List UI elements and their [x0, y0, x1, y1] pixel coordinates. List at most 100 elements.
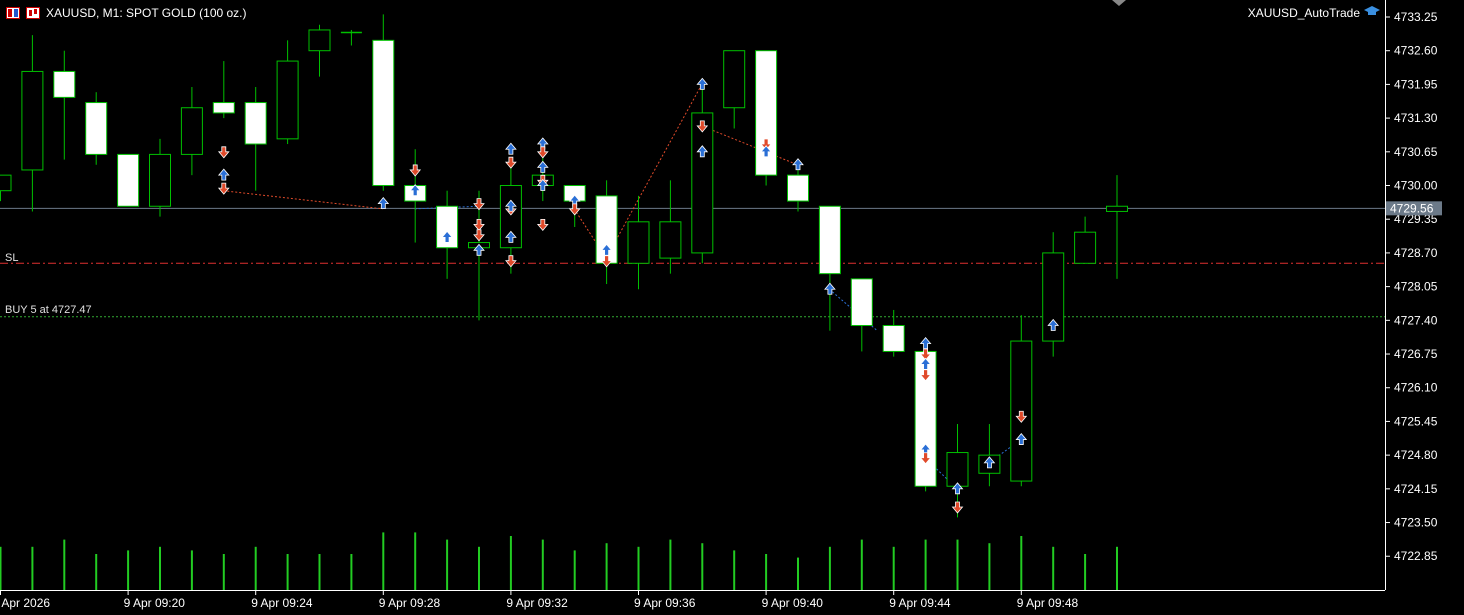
- price-tick-label: 4728.05: [1394, 280, 1438, 294]
- candle-body: [818, 205, 841, 275]
- buy-arrow-icon: [473, 243, 485, 256]
- time-tick-label: 9 Apr 2026: [0, 596, 50, 610]
- price-tick-label: 4724.80: [1394, 448, 1438, 462]
- sell-arrow-icon: [760, 138, 772, 151]
- time-axis[interactable]: 9 Apr 2026 9 Apr 09:20 9 Apr 09:24 9 Apr 09…: [0, 0, 1385, 610]
- time-tick-label: 9 Apr 09:36: [634, 596, 696, 610]
- candle-body: [117, 153, 140, 207]
- price-tick-label: 4733.25: [1394, 10, 1438, 24]
- price-tick-label: 4728.70: [1394, 246, 1438, 260]
- sell-arrow-icon: [217, 146, 230, 159]
- candle-body: [659, 221, 682, 259]
- buy-arrow-icon: [919, 337, 932, 350]
- price-axis[interactable]: 4733.25 4732.60 4731.95 4731.30 4730.65 4730.…: [1385, 0, 1442, 590]
- sell-arrow-icon: [536, 218, 549, 232]
- sell-arrow-icon: [473, 218, 485, 232]
- price-tick-label: 4723.50: [1394, 516, 1438, 530]
- buy-arrow-icon: [505, 142, 517, 155]
- trade-connection-line: [605, 84, 703, 259]
- buy-arrow-icon: [217, 168, 230, 181]
- sell-arrow-icon: [505, 255, 517, 268]
- time-tick-label: 9 Apr 09:32: [506, 596, 568, 610]
- buy-arrow-icon: [696, 77, 709, 90]
- buy-arrow-icon: [505, 199, 517, 212]
- time-tick-label: 9 Apr 09:48: [1017, 596, 1079, 610]
- candle-body: [212, 102, 235, 114]
- symbol-description: XAUUSD, M1: SPOT GOLD (100 oz.): [46, 6, 247, 20]
- price-tick-label: 4729.35: [1394, 212, 1438, 226]
- price-tick-label: 4730.65: [1394, 145, 1438, 159]
- candle-body: [723, 50, 746, 109]
- trade-connection-line: [223, 190, 383, 210]
- time-tick-label: 9 Apr 09:44: [889, 596, 951, 610]
- time-tick-label: 9 Apr 09:24: [251, 596, 313, 610]
- buy-arrow-icon: [536, 178, 549, 191]
- candle-body: [180, 107, 203, 155]
- candle-body: [372, 39, 395, 187]
- expert-advisor-label[interactable]: XAUUSD_AutoTrade: [1248, 5, 1380, 20]
- price-tick-label: 4722.85: [1394, 549, 1438, 563]
- buy-arrow-icon: [824, 282, 836, 295]
- price-tick-label: 4725.45: [1394, 414, 1438, 428]
- sell-arrow-icon: [951, 501, 964, 514]
- sell-arrow-icon: [473, 229, 485, 242]
- candle-body: [1074, 231, 1097, 264]
- price-tick-label: 4726.10: [1394, 381, 1438, 395]
- sell-arrow-icon: [919, 348, 932, 361]
- current-price-box: [1386, 201, 1442, 216]
- sell-arrow-icon: [217, 182, 230, 195]
- scroll-marker-icon: [1112, 0, 1126, 6]
- price-tick-label: 4731.30: [1394, 111, 1438, 125]
- buy-arrow-icon: [1015, 432, 1028, 445]
- chart-type-icon[interactable]: [26, 7, 40, 19]
- sell-arrow-icon: [600, 255, 613, 268]
- sell-arrow-icon: [536, 146, 549, 159]
- trade-arrows: [217, 77, 1060, 514]
- candle-body: [1042, 252, 1065, 342]
- sell-arrow-icon: [1015, 410, 1028, 423]
- buy-line-label: BUY 5 at 4727.47: [5, 304, 92, 316]
- candle-body: [21, 70, 44, 171]
- candle-body: [0, 174, 12, 192]
- trade-connection-line: [701, 125, 798, 166]
- volume-bars: [0, 532, 1118, 590]
- candle-body: [1106, 205, 1128, 212]
- candle-body: [627, 221, 650, 264]
- candle-body: [308, 29, 331, 52]
- current-price-label: 4729.56: [1390, 201, 1434, 215]
- buy-arrow-icon: [951, 482, 964, 495]
- candle-body: [946, 452, 969, 487]
- candle-body: [850, 278, 873, 327]
- candle-body: [53, 70, 76, 98]
- candle-body: [244, 102, 267, 145]
- candle-body: [85, 102, 108, 155]
- sell-arrow-icon: [505, 156, 517, 169]
- price-tick-label: 4730.00: [1394, 179, 1438, 193]
- sell-arrow-icon: [696, 120, 709, 133]
- price-tick-label: 4724.15: [1394, 482, 1438, 496]
- time-tick-label: 9 Apr 09:28: [379, 596, 441, 610]
- candle-body: [499, 185, 522, 249]
- time-tick-label: 9 Apr 09:20: [124, 596, 186, 610]
- trade-lines: [223, 84, 1022, 490]
- buy-arrow-icon: [696, 145, 709, 158]
- buy-arrow-icon: [441, 230, 453, 243]
- buy-arrow-icon: [536, 160, 549, 173]
- expert-advisor-name: XAUUSD_AutoTrade: [1247, 5, 1360, 20]
- price-tick-label: 4727.40: [1394, 313, 1438, 327]
- price-tick-label: 4731.95: [1394, 77, 1438, 91]
- sl-line-label: SL: [5, 252, 19, 264]
- buy-arrow-icon: [409, 184, 422, 197]
- candle-body: [276, 60, 299, 140]
- buy-arrow-icon: [983, 456, 996, 469]
- buy-arrow-icon: [377, 197, 390, 210]
- candle-body: [691, 112, 714, 254]
- time-tick-label: 9 Apr 09:40: [762, 596, 824, 610]
- buy-arrow-icon: [1047, 318, 1060, 331]
- chart-header: XAUUSD, M1: SPOT GOLD (100 oz.): [6, 5, 247, 21]
- one-click-trading-icon[interactable]: [6, 7, 20, 19]
- trade-connection-line: [414, 205, 479, 210]
- candle-body: [149, 153, 171, 207]
- sell-arrow-icon: [919, 369, 932, 382]
